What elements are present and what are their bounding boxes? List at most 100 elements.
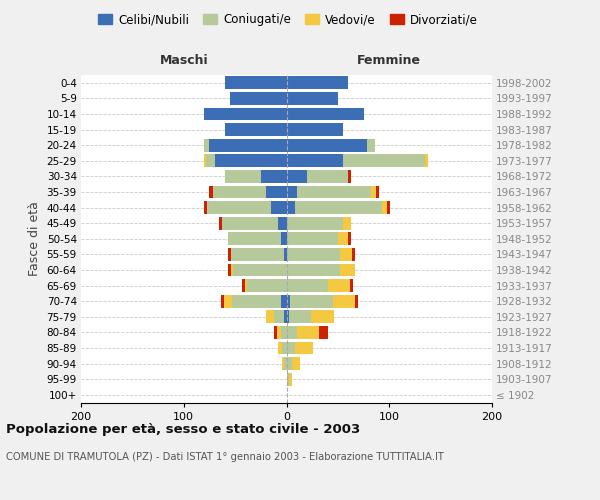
Bar (233, 264, 287, 276)
Bar (281, 294, 287, 308)
Bar (204, 154, 206, 167)
Bar (225, 170, 261, 183)
Bar (425, 154, 428, 167)
Bar (232, 294, 281, 308)
Bar (328, 279, 350, 292)
Bar (242, 279, 245, 292)
Text: Femmine: Femmine (357, 54, 421, 67)
Bar (287, 279, 328, 292)
Bar (283, 357, 284, 370)
Bar (289, 372, 292, 386)
Bar (271, 201, 287, 214)
Bar (222, 217, 278, 230)
Bar (287, 326, 297, 338)
Bar (278, 342, 283, 354)
Bar (245, 279, 247, 292)
Bar (295, 342, 313, 354)
Bar (209, 139, 287, 151)
Bar (371, 186, 376, 198)
Bar (287, 92, 338, 105)
Bar (225, 76, 287, 89)
Bar (205, 108, 287, 120)
Bar (225, 123, 287, 136)
Bar (287, 357, 292, 370)
Bar (287, 310, 289, 323)
Bar (338, 232, 348, 245)
Text: COMUNE DI TRAMUTOLA (PZ) - Dati ISTAT 1° gennaio 2003 - Elaborazione TUTTITALIA.: COMUNE DI TRAMUTOLA (PZ) - Dati ISTAT 1°… (6, 452, 444, 462)
Bar (319, 326, 328, 338)
Bar (205, 201, 208, 214)
Bar (333, 294, 355, 308)
Bar (287, 76, 348, 89)
Bar (367, 139, 375, 151)
Y-axis label: Fasce di età: Fasce di età (28, 202, 41, 276)
Bar (205, 139, 209, 151)
Bar (355, 294, 358, 308)
Bar (224, 294, 232, 308)
Bar (231, 264, 233, 276)
Bar (348, 232, 351, 245)
Bar (212, 186, 266, 198)
Bar (247, 279, 287, 292)
Bar (287, 217, 343, 230)
Bar (261, 170, 287, 183)
Bar (289, 310, 311, 323)
Bar (287, 232, 338, 245)
Bar (278, 217, 287, 230)
Bar (287, 154, 343, 167)
Bar (343, 217, 351, 230)
Bar (340, 264, 355, 276)
Bar (287, 201, 295, 214)
Bar (206, 154, 215, 167)
Bar (290, 294, 333, 308)
Bar (376, 186, 379, 198)
Bar (283, 342, 287, 354)
Bar (287, 170, 307, 183)
Bar (266, 310, 274, 323)
Bar (228, 264, 231, 276)
Bar (287, 248, 340, 260)
Bar (274, 310, 284, 323)
Bar (218, 217, 222, 230)
Bar (277, 326, 281, 338)
Bar (281, 326, 287, 338)
Bar (266, 186, 287, 198)
Bar (292, 357, 300, 370)
Bar (230, 92, 287, 105)
Bar (209, 186, 212, 198)
Bar (307, 170, 348, 183)
Text: Maschi: Maschi (160, 54, 208, 67)
Bar (221, 294, 224, 308)
Bar (287, 264, 340, 276)
Bar (287, 108, 364, 120)
Bar (274, 326, 277, 338)
Bar (295, 201, 382, 214)
Bar (287, 186, 297, 198)
Bar (287, 123, 343, 136)
Bar (297, 326, 319, 338)
Bar (352, 248, 355, 260)
Legend: Celibi/Nubili, Coniugati/e, Vedovi/e, Divorziati/e: Celibi/Nubili, Coniugati/e, Vedovi/e, Di… (93, 8, 483, 31)
Bar (311, 310, 334, 323)
Bar (387, 201, 390, 214)
Bar (228, 232, 281, 245)
Bar (284, 248, 287, 260)
Bar (281, 232, 287, 245)
Bar (208, 201, 271, 214)
Bar (287, 294, 290, 308)
Text: Popolazione per età, sesso e stato civile - 2003: Popolazione per età, sesso e stato civil… (6, 422, 360, 436)
Bar (284, 310, 287, 323)
Bar (231, 248, 284, 260)
Bar (343, 154, 425, 167)
Bar (348, 170, 351, 183)
Bar (287, 139, 367, 151)
Bar (382, 201, 387, 214)
Bar (215, 154, 287, 167)
Bar (340, 248, 352, 260)
Bar (284, 357, 287, 370)
Bar (297, 186, 371, 198)
Bar (350, 279, 353, 292)
Bar (287, 372, 289, 386)
Bar (287, 342, 295, 354)
Bar (228, 248, 231, 260)
